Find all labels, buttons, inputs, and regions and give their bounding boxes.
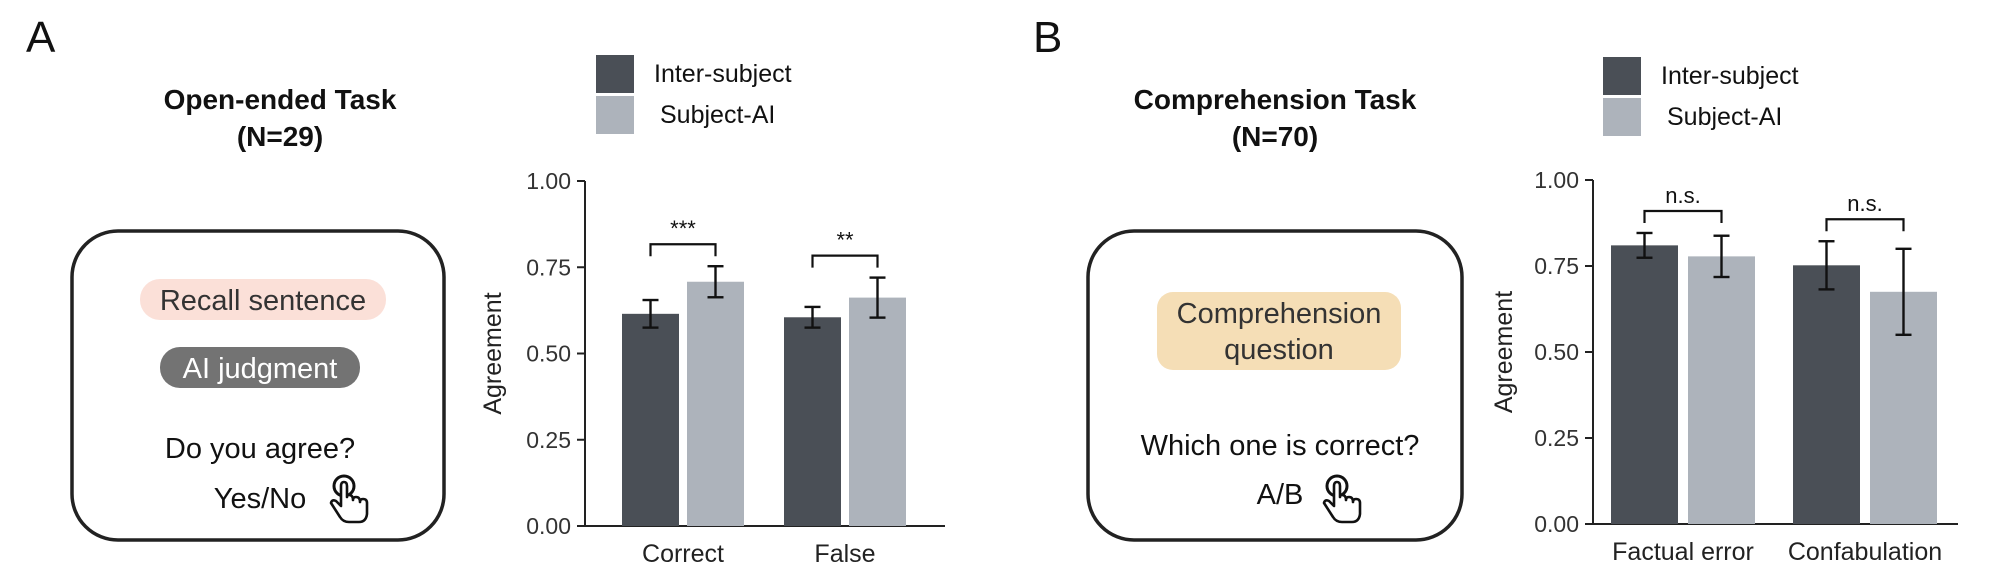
significance-label: *** <box>670 216 696 241</box>
legend-swatch-subject-ai <box>1603 98 1641 136</box>
comprehension-pill-line1: Comprehension <box>1177 298 1382 330</box>
legend-label: Inter-subject <box>1661 62 1799 90</box>
y-tick-label: 0.75 <box>1534 253 1579 279</box>
hand-pointer-icon <box>1322 474 1362 524</box>
x-category-label: False <box>814 540 875 568</box>
y-tick-label: 0.75 <box>526 254 571 280</box>
y-tick-label: 1.00 <box>1534 167 1579 193</box>
bar-subject-ai <box>849 297 906 526</box>
x-category-label: Confabulation <box>1788 538 1942 566</box>
ai-judgment-pill <box>160 347 360 388</box>
ab-answer: A/B <box>1257 479 1304 511</box>
y-tick-label: 0.00 <box>1534 511 1579 537</box>
significance-label: n.s. <box>1665 183 1700 208</box>
task-n-a: (N=29) <box>237 121 323 152</box>
comprehension-question-pill <box>1157 292 1401 370</box>
task-card-a: Recall sentence AI judgment Do you agree… <box>70 229 446 542</box>
chart-a: 0.00 0.25 0.50 0.75 1.00 Agreement *** Correct *… <box>479 55 945 568</box>
bar-inter-subject <box>784 317 841 526</box>
legend-swatch-inter-subject <box>1603 57 1641 95</box>
x-category-label: Correct <box>642 540 724 568</box>
agree-question: Do you agree? <box>165 433 355 465</box>
y-tick-label: 0.25 <box>1534 425 1579 451</box>
bar-inter-subject <box>622 313 679 526</box>
y-axis-label: Agreement <box>1490 291 1518 413</box>
x-category-label: Factual error <box>1612 538 1754 566</box>
task-card-b: Comprehension question Which one is corr… <box>1086 229 1464 542</box>
bar-inter-subject <box>1611 245 1678 525</box>
y-tick-label: 1.00 <box>526 168 571 194</box>
task-title-a: Open-ended Task <box>164 84 397 115</box>
comprehension-pill-line2: question <box>1224 334 1334 366</box>
panel-letter-a: A <box>26 13 56 62</box>
task-n-b: (N=70) <box>1232 121 1318 152</box>
bar-subject-ai <box>1688 256 1755 524</box>
significance-label: ** <box>836 228 854 253</box>
legend-label: Subject-AI <box>1667 103 1782 131</box>
legend-swatch-subject-ai <box>596 96 634 134</box>
y-tick-label: 0.25 <box>526 427 571 453</box>
legend-label: Subject-AI <box>660 101 775 129</box>
bar-subject-ai <box>687 281 744 526</box>
hand-pointer-icon <box>329 474 369 524</box>
significance-bracket <box>1643 209 1723 223</box>
correct-question: Which one is correct? <box>1141 430 1420 462</box>
y-tick-label: 0.00 <box>526 513 571 539</box>
bar-inter-subject <box>1793 265 1860 524</box>
significance-label: n.s. <box>1847 191 1882 216</box>
y-axis-label: Agreement <box>479 292 507 414</box>
significance-bracket <box>811 254 879 268</box>
legend-label: Inter-subject <box>654 60 792 88</box>
chart-b: 0.00 0.25 0.50 0.75 1.00 Agreement n.s. Factual… <box>1490 57 1958 566</box>
ai-judgment-label: AI judgment <box>183 353 338 385</box>
yes-no-answer: Yes/No <box>214 483 306 515</box>
recall-sentence-label: Recall sentence <box>160 285 366 317</box>
task-title-b: Comprehension Task <box>1134 84 1417 115</box>
recall-sentence-pill <box>140 279 386 320</box>
significance-bracket <box>649 243 717 257</box>
legend-swatch-inter-subject <box>596 55 634 93</box>
panel-letter-b: B <box>1033 13 1062 62</box>
y-tick-label: 0.50 <box>1534 339 1579 365</box>
y-tick-label: 0.50 <box>526 341 571 367</box>
significance-bracket <box>1825 218 1905 232</box>
